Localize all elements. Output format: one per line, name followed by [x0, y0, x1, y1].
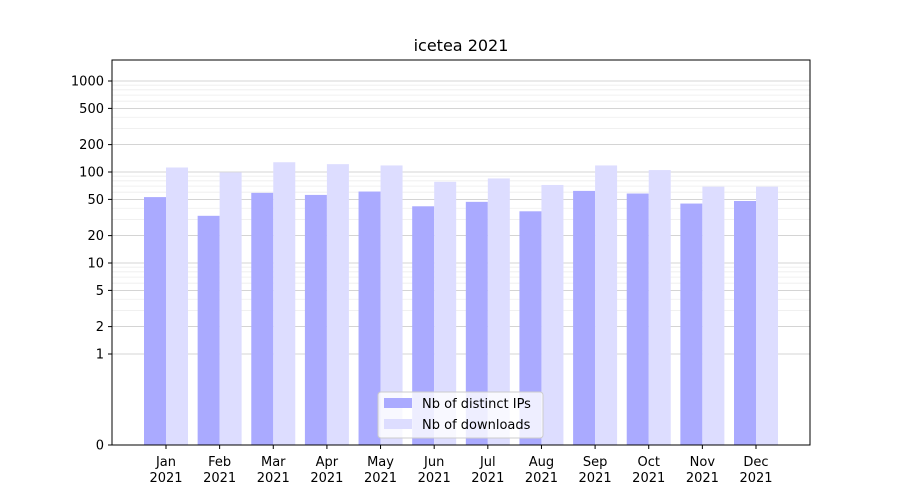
- bar-distinct-ips-9: [626, 193, 649, 445]
- bar-downloads-5: [434, 181, 457, 445]
- x-tick-label: Mar 2021: [257, 455, 290, 486]
- bar-distinct-ips-0: [144, 197, 166, 445]
- bar-downloads-0: [166, 167, 188, 445]
- plot-frame: [111, 59, 811, 446]
- y-tick-label: 500: [79, 102, 104, 117]
- y-tick-label: 0: [96, 439, 104, 454]
- bar-downloads-2: [273, 162, 296, 445]
- chart-title: icetea 2021: [414, 36, 509, 55]
- y-tick-label: 1: [96, 348, 104, 363]
- x-tick-label: Sep 2021: [579, 455, 612, 486]
- x-tick-label: Aug 2021: [525, 455, 558, 486]
- bar-downloads-10: [702, 186, 725, 445]
- bar-downloads-9: [648, 170, 671, 445]
- x-tick-label: Nov 2021: [686, 455, 719, 486]
- x-tick-label: Jul 2021: [471, 455, 504, 486]
- x-tick-label: Feb 2021: [203, 455, 236, 486]
- bar-distinct-ips-1: [197, 215, 220, 445]
- y-tick-label: 200: [79, 138, 104, 153]
- y-tick-label: 1000: [71, 75, 104, 90]
- legend-swatch: [384, 398, 412, 408]
- x-tick-label: Dec 2021: [739, 455, 772, 486]
- y-tick-label: 10: [87, 257, 104, 272]
- legend: Nb of distinct IPs Nb of downloads: [377, 391, 544, 439]
- bar-distinct-ips-2: [251, 192, 274, 445]
- x-axis: Jan 2021 Feb 2021 Mar 2021 Apr 2021 May 2021 Jun 20…: [149, 445, 773, 486]
- x-tick-label: Jan 2021: [149, 455, 182, 486]
- y-tick-label: 20: [87, 229, 104, 244]
- legend-box: [377, 391, 544, 439]
- legend-label: Nb of downloads: [422, 418, 531, 433]
- y-tick-label: 5: [96, 284, 104, 299]
- y-axis: 0 1 2 5 10 20 50 100 200 500 1000: [71, 75, 112, 454]
- bar-distinct-ips-7: [519, 211, 542, 445]
- bar-distinct-ips-10: [680, 203, 703, 445]
- bar-downloads-1: [219, 172, 242, 445]
- x-tick-label: Apr 2021: [310, 455, 343, 486]
- bar-downloads-6: [487, 178, 510, 445]
- y-tick-label: 100: [79, 166, 104, 181]
- x-tick-label: Oct 2021: [632, 455, 665, 486]
- legend-label: Nb of distinct IPs: [422, 397, 531, 412]
- bar-downloads-7: [541, 184, 564, 446]
- bar-downloads-3: [326, 164, 349, 446]
- bar-downloads-4: [380, 165, 403, 445]
- y-tick-label: 2: [96, 320, 104, 335]
- bar-downloads-8: [595, 165, 618, 445]
- y-tick-label: 50: [87, 193, 104, 208]
- bar-downloads-11: [756, 186, 778, 445]
- x-tick-label: May 2021: [364, 455, 397, 486]
- bar-distinct-ips-3: [304, 194, 327, 445]
- bar-distinct-ips-8: [573, 190, 596, 445]
- x-tick-label: Jun 2021: [418, 455, 451, 486]
- bar-distinct-ips-4: [358, 191, 381, 445]
- bar-distinct-ips-5: [412, 206, 435, 445]
- legend-swatch: [384, 419, 412, 429]
- bar-distinct-ips-11: [734, 201, 756, 445]
- bars: [144, 162, 778, 446]
- bar-distinct-ips-6: [465, 201, 488, 445]
